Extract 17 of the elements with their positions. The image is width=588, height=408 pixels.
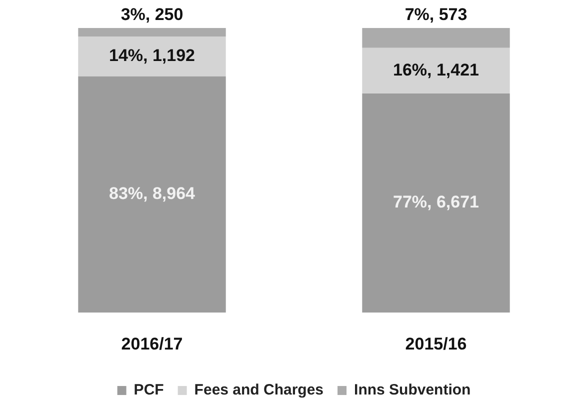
legend-label: PCF	[134, 382, 164, 399]
bar	[362, 48, 510, 94]
bar	[362, 93, 510, 313]
bar	[362, 28, 510, 48]
x-tick-label: 2015/16	[405, 334, 467, 354]
x-tick-label: 2016/17	[121, 334, 183, 354]
data-label: 16%, 1,421	[392, 60, 480, 80]
legend-label: Fees and Charges	[194, 382, 324, 399]
legend-label: Inns Subvention	[354, 382, 471, 399]
bar	[78, 76, 226, 313]
data-label: 7%, 573	[404, 5, 468, 24]
data-label: 14%, 1,192	[108, 46, 196, 66]
data-label: 83%, 8,964	[108, 184, 196, 204]
bar	[78, 36, 226, 76]
bar	[78, 28, 226, 37]
data-label: 77%, 6,671	[392, 192, 480, 212]
data-label: 3%, 250	[120, 5, 184, 24]
